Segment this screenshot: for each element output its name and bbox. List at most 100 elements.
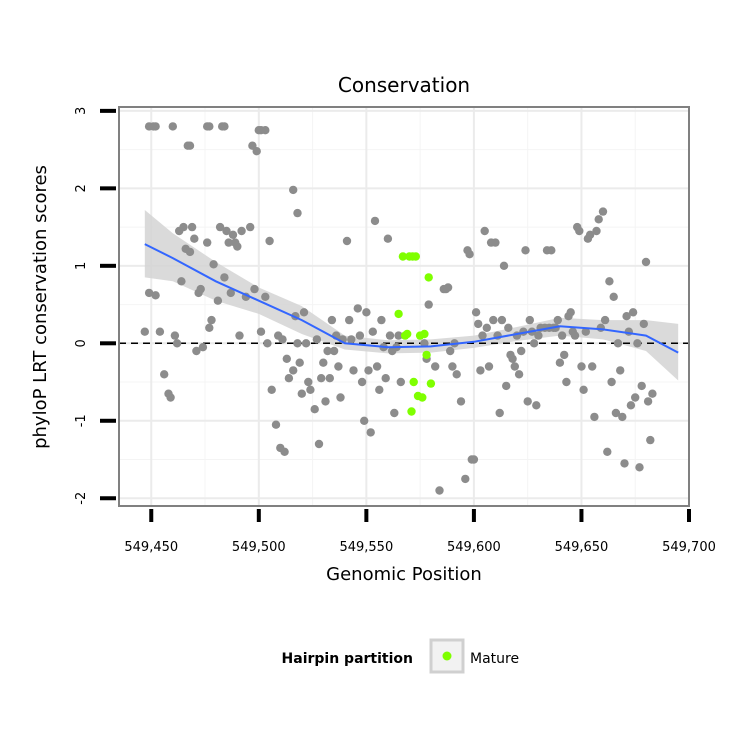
data-point-other	[469, 455, 479, 464]
x-tick-label: 549,600	[447, 540, 501, 555]
data-point-other	[525, 315, 534, 325]
data-point-other	[170, 331, 180, 340]
data-point-other	[381, 374, 390, 383]
data-point-other	[484, 362, 494, 371]
data-point-other	[220, 122, 229, 131]
data-point-other	[635, 463, 644, 472]
data-point-other	[155, 327, 165, 336]
data-point-mature	[418, 393, 427, 402]
x-tick-label: 549,550	[339, 540, 393, 555]
data-point-other	[435, 486, 444, 495]
data-point-other	[555, 358, 565, 367]
data-point-other	[394, 331, 403, 340]
data-point-mature	[411, 252, 420, 261]
data-point-other	[368, 327, 377, 336]
data-point-other	[140, 327, 149, 336]
data-point-other	[261, 126, 270, 135]
data-point-other	[166, 393, 175, 402]
data-point-other	[213, 296, 223, 305]
data-point-other	[461, 474, 470, 484]
data-point-other	[613, 339, 623, 348]
data-point-other	[370, 216, 380, 226]
data-point-other	[648, 389, 657, 398]
data-point-other	[497, 315, 507, 325]
data-point-other	[293, 208, 302, 218]
data-point-other	[626, 401, 636, 410]
data-point-mature	[426, 379, 436, 388]
data-point-other	[594, 215, 603, 224]
data-point-other	[532, 401, 541, 410]
data-point-other	[355, 331, 365, 340]
data-point-other	[588, 362, 597, 371]
legend-title: Hairpin partition	[282, 651, 413, 667]
data-point-other	[590, 412, 599, 422]
data-point-other	[336, 393, 345, 402]
data-point-other	[383, 234, 393, 243]
data-point-mature	[394, 309, 403, 319]
data-point-other	[364, 366, 373, 375]
y-tick-label: 3	[74, 107, 89, 115]
data-point-other	[252, 147, 261, 156]
data-point-other	[224, 238, 233, 247]
data-point-other	[314, 439, 324, 449]
data-point-other	[476, 366, 485, 375]
data-point-other	[246, 222, 255, 232]
legend-key-mature	[442, 651, 452, 661]
data-point-other	[596, 323, 605, 332]
data-point-other	[547, 246, 556, 255]
x-tick-label: 549,650	[555, 540, 609, 555]
data-point-other	[620, 459, 629, 468]
data-point-other	[278, 335, 287, 344]
data-point-other	[618, 412, 627, 422]
data-point-mature	[407, 407, 416, 416]
data-point-other	[562, 377, 571, 387]
data-point-other	[299, 308, 309, 317]
y-tick-label: -2	[74, 492, 89, 505]
data-point-other	[431, 362, 440, 371]
y-axis-title: phyloP LRT conservation scores	[30, 165, 51, 449]
data-point-other	[250, 284, 259, 294]
legend-label-mature: Mature	[470, 651, 519, 667]
data-point-other	[377, 315, 386, 325]
data-point-other	[600, 315, 610, 325]
data-point-other	[349, 366, 358, 375]
data-point-other	[215, 222, 225, 232]
data-point-other	[289, 366, 298, 375]
data-point-other	[293, 339, 302, 348]
data-point-other	[646, 435, 655, 445]
data-point-other	[504, 323, 513, 332]
data-point-other	[446, 346, 455, 356]
data-point-other	[304, 377, 313, 387]
data-point-other	[557, 331, 567, 340]
data-point-mature	[420, 329, 429, 339]
data-point-other	[179, 222, 188, 232]
data-point-other	[609, 292, 618, 301]
x-axis: 549,450 549,500 549,550 549,600 549,650 549,7…	[124, 509, 716, 555]
data-point-mature	[424, 273, 433, 282]
x-tick-label: 549,700	[662, 540, 716, 555]
data-point-other	[452, 370, 461, 379]
data-point-other	[207, 315, 216, 325]
data-point-other	[491, 238, 500, 247]
data-point-other	[192, 346, 201, 356]
data-point-other	[465, 250, 474, 259]
data-point-other	[168, 122, 177, 131]
data-point-other	[265, 236, 274, 246]
data-point-other	[631, 393, 640, 402]
data-point-other	[345, 315, 354, 325]
data-point-other	[362, 308, 371, 317]
data-point-other	[295, 358, 304, 367]
data-point-other	[282, 354, 291, 363]
data-point-other	[151, 291, 160, 300]
data-point-other	[575, 226, 584, 236]
data-point-other	[185, 247, 195, 257]
data-point-other	[187, 222, 197, 232]
data-point-other	[480, 226, 489, 236]
data-point-other	[521, 246, 530, 255]
data-point-other	[205, 122, 214, 131]
data-point-other	[637, 381, 646, 391]
data-point-other	[577, 362, 586, 371]
data-point-other	[592, 226, 601, 236]
